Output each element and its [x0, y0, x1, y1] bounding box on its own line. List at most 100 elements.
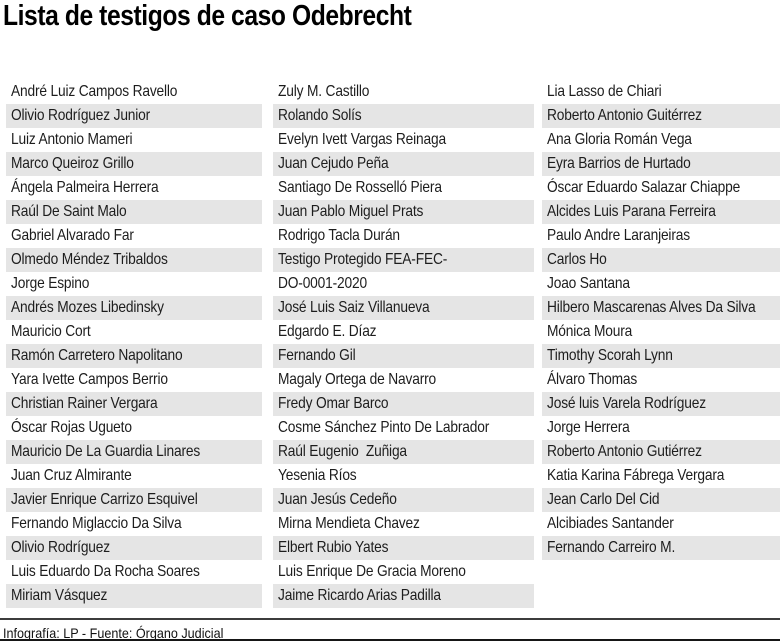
witness-name: Alcides Luis Parana Ferreira	[547, 203, 716, 220]
list-item: Katia Karina Fábrega Vergara	[542, 464, 780, 488]
list-item: Óscar Eduardo Salazar Chiappe	[542, 176, 780, 200]
list-item: Carlos Ho	[542, 248, 780, 272]
list-item: Ramón Carretero Napolitano	[6, 344, 262, 368]
witness-list: André Luiz Campos Ravello Olivio Rodrígue…	[6, 80, 780, 608]
list-item: Fredy Omar Barco	[273, 392, 534, 416]
witness-name: Hilbero Mascarenas Alves Da Silva	[547, 299, 756, 316]
list-item: Cosme Sánchez Pinto De Labrador	[273, 416, 534, 440]
witness-name: Mauricio Cort	[11, 323, 91, 340]
list-item: José luis Varela Rodríguez	[542, 392, 780, 416]
witness-name: Fernando Gil	[278, 347, 356, 364]
list-item: Ángela Palmeira Herrera	[6, 176, 262, 200]
witness-name: Evelyn Ivett Vargas Reinaga	[278, 131, 446, 148]
witness-name: Yesenia Ríos	[278, 467, 357, 484]
list-item: Raúl De Saint Malo	[6, 200, 262, 224]
list-item: Jorge Herrera	[542, 416, 780, 440]
witness-name: Alcibiades Santander	[547, 515, 674, 532]
list-item: Roberto Antonio Gutiérrez	[542, 440, 780, 464]
list-item: Javier Enrique Carrizo Esquivel	[6, 488, 262, 512]
list-item: Juan Pablo Miguel Prats	[273, 200, 534, 224]
list-item: Yesenia Ríos	[273, 464, 534, 488]
witness-column-3: Lia Lasso de Chiari Roberto Antonio Guité…	[542, 80, 780, 608]
witness-name: Ramón Carretero Napolitano	[11, 347, 183, 364]
list-item: Olmedo Méndez Tribaldos	[6, 248, 262, 272]
witness-name: Timothy Scorah Lynn	[547, 347, 673, 364]
list-item: Luiz Antonio Mameri	[6, 128, 262, 152]
witness-name: Jorge Herrera	[547, 419, 630, 436]
list-item: Jorge Espino	[6, 272, 262, 296]
list-item: Luis Enrique De Gracia Moreno	[273, 560, 534, 584]
witness-name: José luis Varela Rodríguez	[547, 395, 706, 412]
list-item: DO-0001-2020	[273, 272, 534, 296]
list-item: Jaime Ricardo Arias Padilla	[273, 584, 534, 608]
list-item: Olivio Rodríguez	[6, 536, 262, 560]
witness-column-1: André Luiz Campos Ravello Olivio Rodrígue…	[6, 80, 262, 608]
list-item: Juan Jesús Cedeño	[273, 488, 534, 512]
footer: Infografía: LP - Fuente: Órgano Judicial	[0, 618, 780, 641]
witness-column-2: Zuly M. Castillo Rolando Solís Evelyn Ivet…	[273, 80, 534, 608]
witness-name: Óscar Eduardo Salazar Chiappe	[547, 179, 741, 196]
witness-name: Katia Karina Fábrega Vergara	[547, 467, 725, 484]
list-item: Roberto Antonio Guitérrez	[542, 104, 780, 128]
witness-name: Juan Cruz Almirante	[11, 467, 132, 484]
witness-name: Ángela Palmeira Herrera	[11, 179, 159, 196]
list-item: Testigo Protegido FEA-FEC-	[273, 248, 534, 272]
witness-name: Zuly M. Castillo	[278, 83, 370, 100]
witness-name: Fernando Miglaccio Da Silva	[11, 515, 182, 532]
list-item: Óscar Rojas Ugueto	[6, 416, 262, 440]
list-item: Luis Eduardo Da Rocha Soares	[6, 560, 262, 584]
list-item: Juan Cejudo Peña	[273, 152, 534, 176]
witness-name: Rolando Solís	[278, 107, 362, 124]
witness-name: Carlos Ho	[547, 251, 607, 268]
list-item: Hilbero Mascarenas Alves Da Silva	[542, 296, 780, 320]
list-item: Mauricio Cort	[6, 320, 262, 344]
witness-name: Elbert Rubio Yates	[278, 539, 389, 556]
list-item: Christian Rainer Vergara	[6, 392, 262, 416]
list-item: Miriam Vásquez	[6, 584, 262, 608]
witness-name: Eyra Barrios de Hurtado	[547, 155, 691, 172]
witness-name: Mónica Moura	[547, 323, 633, 340]
list-item: Mirna Mendieta Chavez	[273, 512, 534, 536]
witness-name: Santiago De Rosselló Piera	[278, 179, 442, 196]
list-item: Paulo Andre Laranjeiras	[542, 224, 780, 248]
witness-name: Joao Santana	[547, 275, 630, 292]
list-item: Lia Lasso de Chiari	[542, 80, 780, 104]
list-item: Elbert Rubio Yates	[273, 536, 534, 560]
witness-name: Raúl De Saint Malo	[11, 203, 127, 220]
bottom-rule	[0, 639, 780, 641]
witness-name: Jean Carlo Del Cid	[547, 491, 660, 508]
page-title: Lista de testigos de caso Odebrecht	[3, 0, 483, 33]
witness-name: Testigo Protegido FEA-FEC-	[278, 251, 448, 268]
list-item: Zuly M. Castillo	[273, 80, 534, 104]
list-item: Santiago De Rosselló Piera	[273, 176, 534, 200]
list-item: Joao Santana	[542, 272, 780, 296]
witness-name: Jaime Ricardo Arias Padilla	[278, 587, 441, 604]
witness-name: Roberto Antonio Gutiérrez	[547, 443, 702, 460]
list-item: Álvaro Thomas	[542, 368, 780, 392]
list-item: Olivio Rodríguez Junior	[6, 104, 262, 128]
list-item: Andrés Mozes Libedinsky	[6, 296, 262, 320]
list-item: Jean Carlo Del Cid	[542, 488, 780, 512]
witness-name: Olivio Rodríguez Junior	[11, 107, 151, 124]
witness-name: Álvaro Thomas	[547, 371, 638, 388]
witness-name: Gabriel Alvarado Far	[11, 227, 134, 244]
credit-line: Infografía: LP - Fuente: Órgano Judicial	[3, 625, 224, 641]
list-item: Edgardo E. Díaz	[273, 320, 534, 344]
list-item: Yara Ivette Campos Berrio	[6, 368, 262, 392]
witness-name: Roberto Antonio Guitérrez	[547, 107, 702, 124]
list-item: Gabriel Alvarado Far	[6, 224, 262, 248]
witness-name: Javier Enrique Carrizo Esquivel	[11, 491, 198, 508]
witness-name: Jorge Espino	[11, 275, 90, 292]
witness-name: Olivio Rodríguez	[11, 539, 110, 556]
witness-name: Fernando Carreiro M.	[547, 539, 676, 556]
witness-name: Juan Jesús Cedeño	[278, 491, 397, 508]
witness-name: DO-0001-2020	[278, 275, 367, 292]
witness-name: Juan Pablo Miguel Prats	[278, 203, 424, 220]
list-item: Mónica Moura	[542, 320, 780, 344]
list-item: Timothy Scorah Lynn	[542, 344, 780, 368]
list-item: Mauricio De La Guardia Linares	[6, 440, 262, 464]
witness-name: Marco Queiroz Grillo	[11, 155, 134, 172]
witness-name: Raúl Eugenio Zuñiga	[278, 443, 407, 460]
witness-name: Olmedo Méndez Tribaldos	[11, 251, 168, 268]
witness-name: Christian Rainer Vergara	[11, 395, 158, 412]
